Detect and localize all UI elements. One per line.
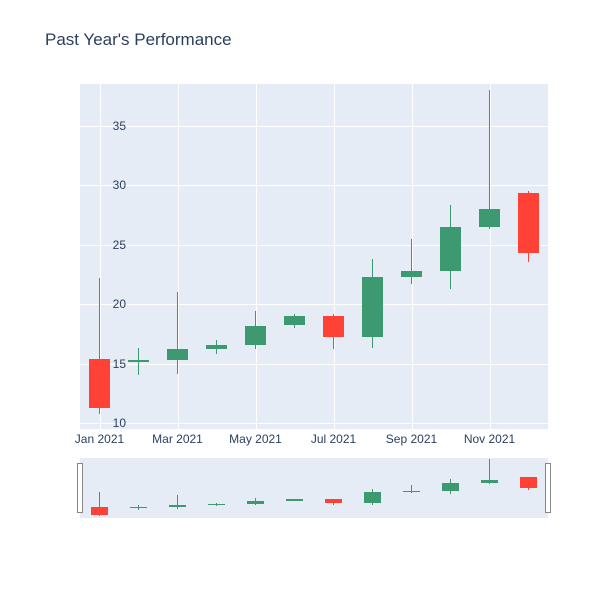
gridline-h xyxy=(80,245,548,246)
gridline-h xyxy=(80,304,548,305)
x-tick-label: Mar 2021 xyxy=(152,432,203,446)
y-tick-label: 10 xyxy=(113,416,126,430)
range-candle-body xyxy=(247,501,265,504)
candle-wick[interactable] xyxy=(411,239,412,284)
candle-body[interactable] xyxy=(440,227,461,271)
gridline-v xyxy=(334,84,335,429)
range-candle-wick xyxy=(177,495,178,510)
range-candle-wick xyxy=(411,485,412,493)
candle-body[interactable] xyxy=(362,277,383,338)
candle-body[interactable] xyxy=(245,326,266,345)
candle-body[interactable] xyxy=(89,359,110,408)
candle-body[interactable] xyxy=(167,349,188,360)
range-candle-body xyxy=(520,477,538,488)
gridline-h xyxy=(80,185,548,186)
candle-body[interactable] xyxy=(479,209,500,227)
range-candle-body xyxy=(208,504,226,505)
range-candle-body xyxy=(325,499,343,503)
candle-body[interactable] xyxy=(284,316,305,326)
candle-body[interactable] xyxy=(323,316,344,337)
gridline-h xyxy=(80,126,548,127)
range-candle-body xyxy=(91,507,109,516)
y-tick-label: 35 xyxy=(113,119,126,133)
chart-title: Past Year's Performance xyxy=(45,30,232,50)
range-handle-right[interactable] xyxy=(545,463,551,513)
range-candle-body xyxy=(442,483,460,491)
gridline-v xyxy=(178,84,179,429)
x-tick-label: May 2021 xyxy=(229,432,282,446)
x-tick-label: Nov 2021 xyxy=(464,432,515,446)
candle-body[interactable] xyxy=(128,360,149,362)
x-tick-label: Sep 2021 xyxy=(386,432,437,446)
x-tick-label: Jan 2021 xyxy=(75,432,124,446)
y-tick-label: 30 xyxy=(113,178,126,192)
gridline-h xyxy=(80,364,548,365)
y-tick-label: 15 xyxy=(113,357,126,371)
gridline-v xyxy=(256,84,257,429)
main-plot-area[interactable] xyxy=(80,84,548,429)
candle-body[interactable] xyxy=(518,193,539,252)
y-tick-label: 25 xyxy=(113,238,126,252)
range-candle-body xyxy=(169,505,187,507)
range-candle-body xyxy=(481,480,499,483)
range-candle-body xyxy=(403,491,421,492)
gridline-h xyxy=(80,423,548,424)
y-tick-label: 20 xyxy=(113,297,126,311)
candlestick-chart: Past Year's Performance M's Past Year's … xyxy=(0,0,600,600)
candle-body[interactable] xyxy=(401,271,422,277)
x-tick-label: Jul 2021 xyxy=(311,432,356,446)
candle-wick[interactable] xyxy=(177,292,178,374)
candle-body[interactable] xyxy=(206,345,227,350)
range-handle-left[interactable] xyxy=(77,463,83,513)
range-slider[interactable] xyxy=(80,458,548,518)
range-candle-body xyxy=(364,492,382,503)
range-candle-body xyxy=(286,499,304,501)
range-candle-body xyxy=(130,507,148,508)
